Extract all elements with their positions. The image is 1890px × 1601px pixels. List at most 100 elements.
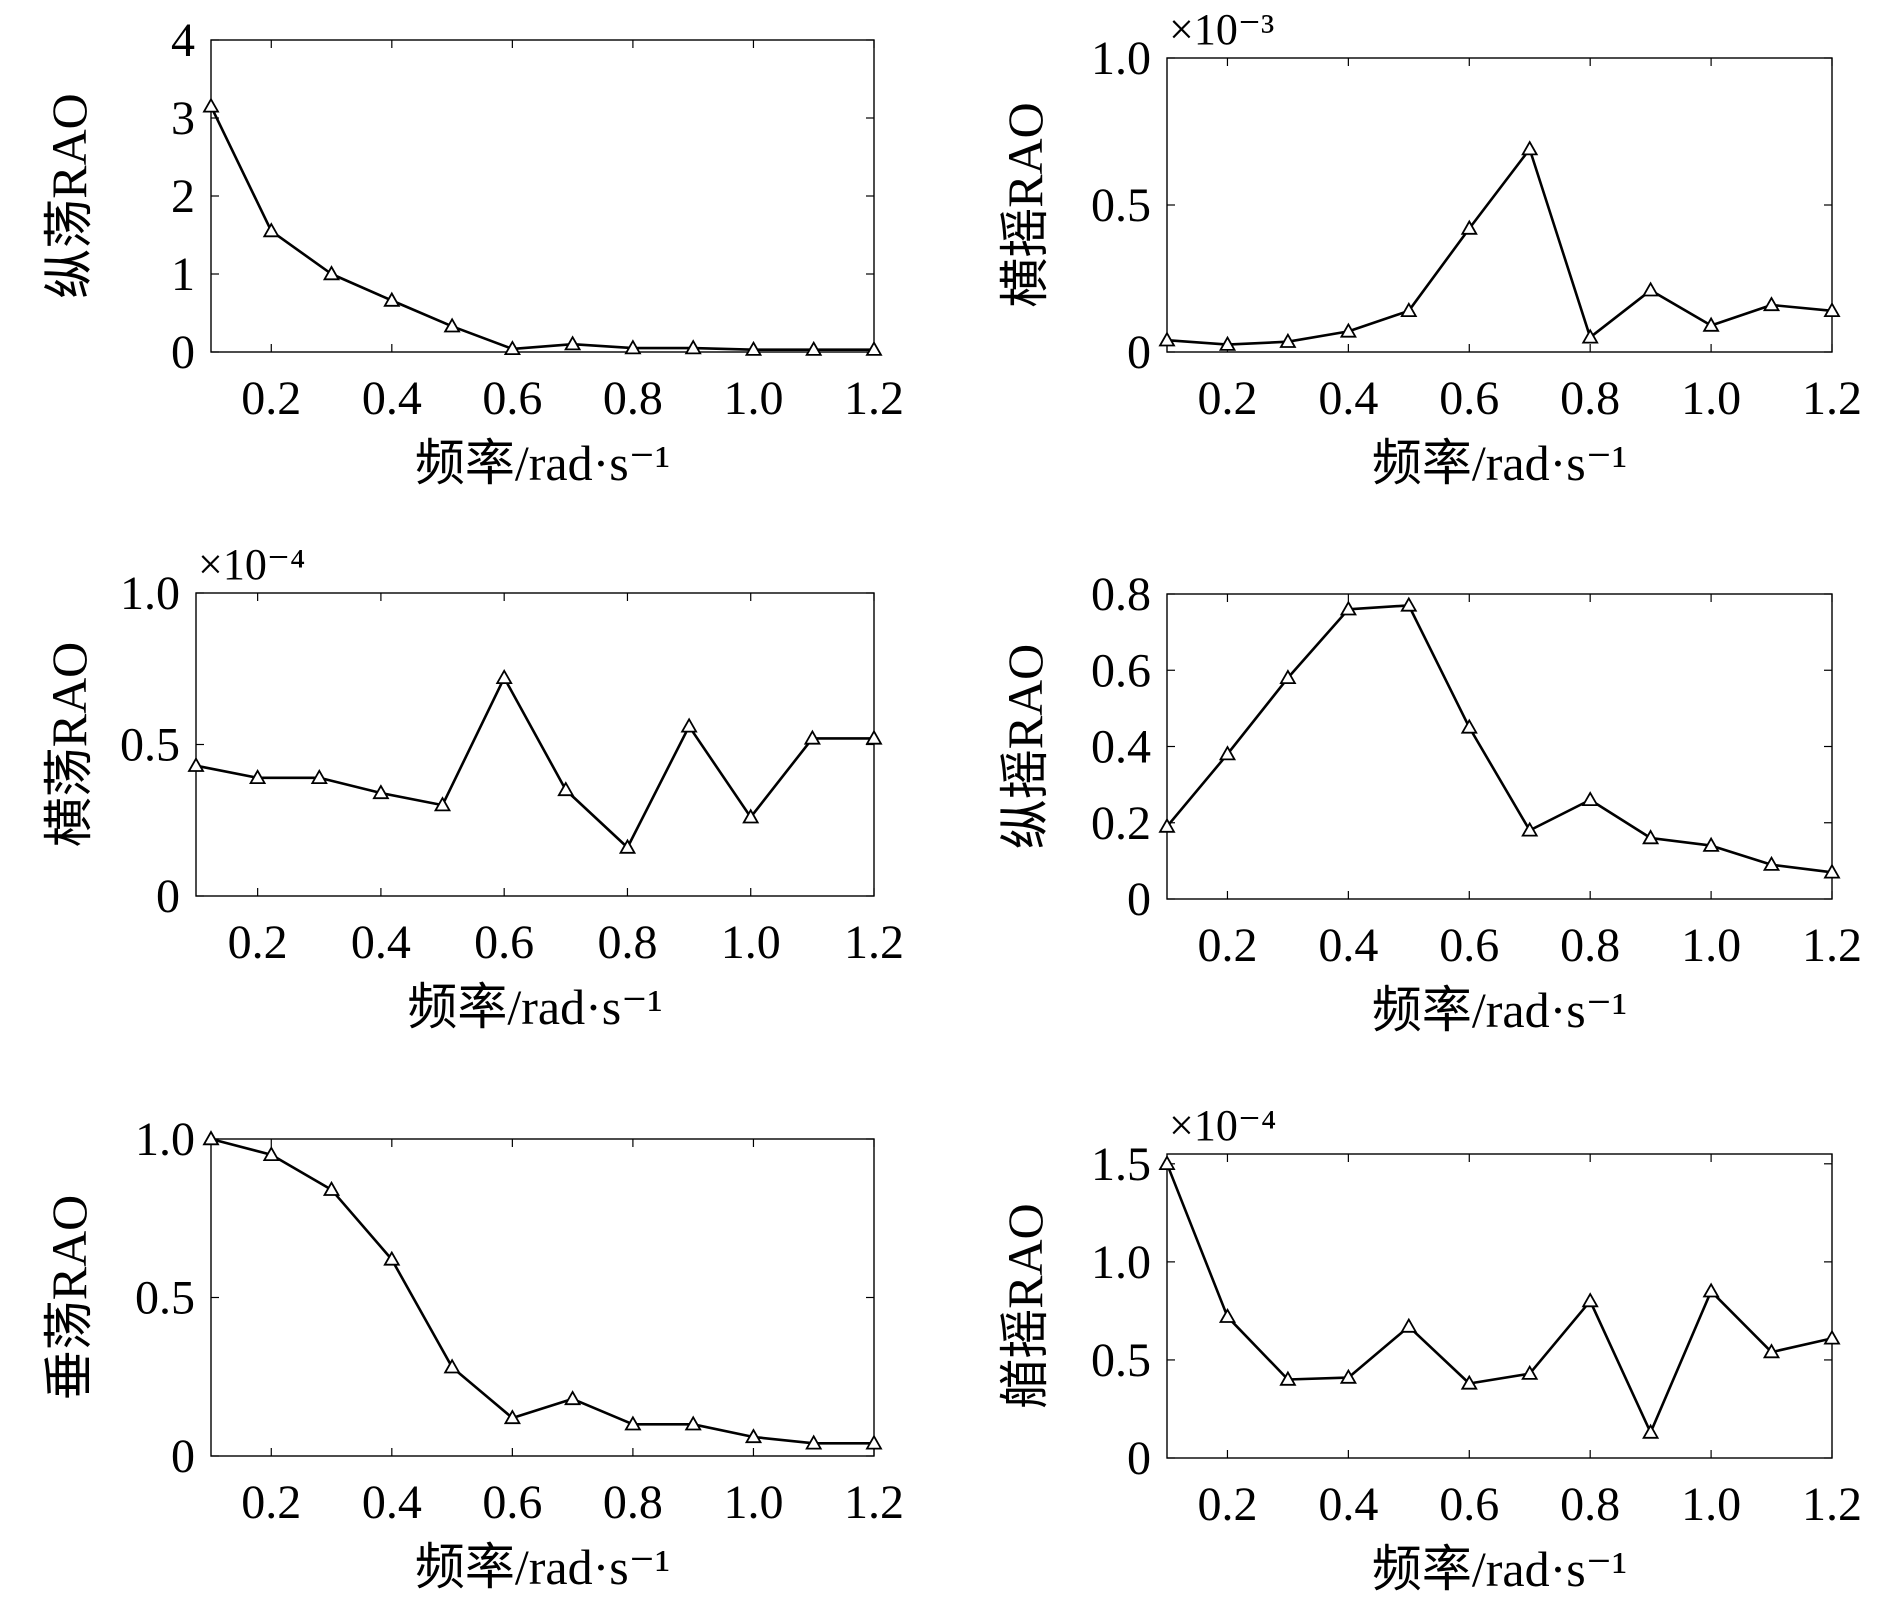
x-tick-label: 0.2: [228, 916, 288, 969]
x-tick-label: 0.2: [241, 372, 301, 425]
data-point: [624, 339, 642, 355]
data-point: [1460, 219, 1478, 235]
x-tick-label: 0.4: [362, 1476, 422, 1529]
y-tick-label: 1.0: [120, 567, 180, 620]
y-tick-label: 1.0: [1091, 32, 1151, 85]
plot-frame: [210, 39, 875, 353]
data-point: [202, 97, 220, 113]
x-axis-title: 频率/rad·s⁻¹: [1372, 982, 1627, 1038]
x-tick-label: 0.4: [1318, 919, 1378, 972]
plot-frame: [1166, 1153, 1833, 1459]
x-tick-label: 1.0: [1681, 372, 1741, 425]
data-point: [865, 1434, 883, 1450]
data-point: [1762, 855, 1781, 871]
y-tick-label: 0: [156, 870, 180, 923]
data-point: [503, 340, 521, 356]
y-axis-title: 垂荡RAO: [41, 1195, 97, 1401]
data-point: [1218, 335, 1237, 351]
data-point: [1158, 817, 1176, 833]
x-tick-label: 0.4: [362, 372, 422, 425]
subplot-3: 0.2 0.4 0.6 0.8 1.0 1.2 0 0.5 1.0 频率/rad·s⁻¹ 横荡RAO…: [41, 540, 904, 1035]
x-tick-label: 0.8: [603, 1476, 663, 1529]
data-point: [564, 335, 582, 351]
x-tick-label: 1.0: [723, 372, 783, 425]
x-axis-title: 频率/rad·s⁻¹: [415, 1539, 670, 1595]
subplot-4: 0.2 0.4 0.6 0.8 1.0 1.2 0 0.2 0.4 0.6 0.8 频率/rad·s⁻…: [997, 568, 1862, 1038]
data-point: [1762, 296, 1781, 312]
data-point: [433, 796, 452, 812]
data-point: [1218, 745, 1237, 761]
data-point: [1521, 1364, 1539, 1380]
y-tick-label: 0.6: [1091, 644, 1151, 697]
data-point: [1339, 600, 1357, 616]
plot-frame: [195, 592, 875, 897]
x-tick-label: 0.6: [482, 372, 542, 425]
data-point: [803, 729, 821, 745]
x-tick-label: 1.2: [1802, 1478, 1862, 1531]
x-tick-label: 0.8: [1560, 919, 1620, 972]
data-point: [865, 729, 883, 745]
x-tick-label: 0.6: [1439, 1478, 1499, 1531]
x-axis-title: 频率/rad·s⁻¹: [1372, 435, 1627, 491]
y-tick-label: 0: [1127, 1432, 1151, 1485]
x-tick-label: 0.2: [1197, 372, 1257, 425]
y-tick-label: 1.0: [135, 1113, 195, 1166]
y-tick-label: 4: [171, 14, 195, 67]
y-tick-label: 0.5: [1091, 179, 1151, 232]
data-point: [1642, 1423, 1660, 1439]
data-point: [187, 756, 205, 772]
y-tick-label: 1: [171, 248, 195, 301]
y-tick-label: 0: [1127, 326, 1151, 379]
y-tick-label: 0.5: [1091, 1334, 1151, 1387]
data-point: [1642, 829, 1660, 845]
x-tick-label: 0.2: [1197, 919, 1257, 972]
data-point: [383, 1250, 401, 1266]
data-point: [1158, 331, 1176, 347]
x-tick-label: 1.2: [844, 916, 904, 969]
data-point: [1400, 596, 1418, 612]
y-axis-title: 纵摇RAO: [997, 644, 1053, 850]
data-point: [1460, 718, 1478, 734]
y-tick-label: 0: [171, 1430, 195, 1483]
data-point: [744, 340, 763, 356]
series-line: [1165, 1163, 1833, 1434]
data-point: [262, 1145, 280, 1161]
data-point: [443, 317, 461, 333]
plot-frame: [1166, 57, 1833, 353]
data-point: [1823, 1329, 1841, 1345]
x-tick-label: 0.8: [597, 916, 657, 969]
data-point: [1581, 328, 1599, 344]
y-axis-title: 横荡RAO: [41, 642, 97, 848]
data-point: [1400, 301, 1418, 318]
x-axis-title: 频率/rad·s⁻¹: [415, 435, 670, 491]
data-point: [865, 340, 883, 356]
data-point: [1521, 140, 1539, 156]
data-point: [1702, 836, 1720, 852]
y-tick-label: 0.4: [1091, 721, 1151, 774]
x-tick-label: 1.2: [1802, 372, 1862, 425]
data-point: [1339, 1368, 1357, 1384]
data-point: [1581, 1292, 1599, 1308]
x-tick-label: 1.2: [844, 1476, 904, 1529]
x-tick-label: 0.6: [474, 916, 534, 969]
x-tick-label: 0.8: [1560, 1478, 1620, 1531]
subplot-5: 0.2 0.4 0.6 0.8 1.0 1.2 0 0.5 1.0 频率/rad·s⁻¹ 垂荡RAO: [41, 1113, 904, 1595]
data-point: [1521, 821, 1539, 837]
y-tick-label: 0.8: [1091, 568, 1151, 621]
data-point: [1279, 669, 1297, 684]
x-axis-title: 频率/rad·s⁻¹: [1372, 1541, 1627, 1597]
data-point: [1823, 863, 1841, 879]
subplot-1: 0.2 0.4 0.6 0.8 1.0 1.2 0 1 2 3 4 频率/rad·s⁻¹ 纵荡RAO: [41, 14, 904, 491]
data-point: [322, 1180, 341, 1196]
x-tick-label: 0.6: [1439, 919, 1499, 972]
series-line: [195, 676, 874, 849]
data-point: [262, 222, 280, 238]
data-point: [1400, 1317, 1418, 1333]
subplot-6: 0.2 0.4 0.6 0.8 1.0 1.2 0 0.5 1.0 1.5 频率/rad·s⁻¹ 艏摇…: [997, 1101, 1862, 1597]
x-tick-label: 1.0: [721, 916, 781, 969]
data-point: [495, 668, 513, 684]
data-point: [1339, 322, 1357, 338]
x-tick-label: 1.2: [1802, 919, 1862, 972]
data-point: [1158, 1154, 1176, 1170]
x-tick-label: 0.8: [603, 372, 663, 425]
